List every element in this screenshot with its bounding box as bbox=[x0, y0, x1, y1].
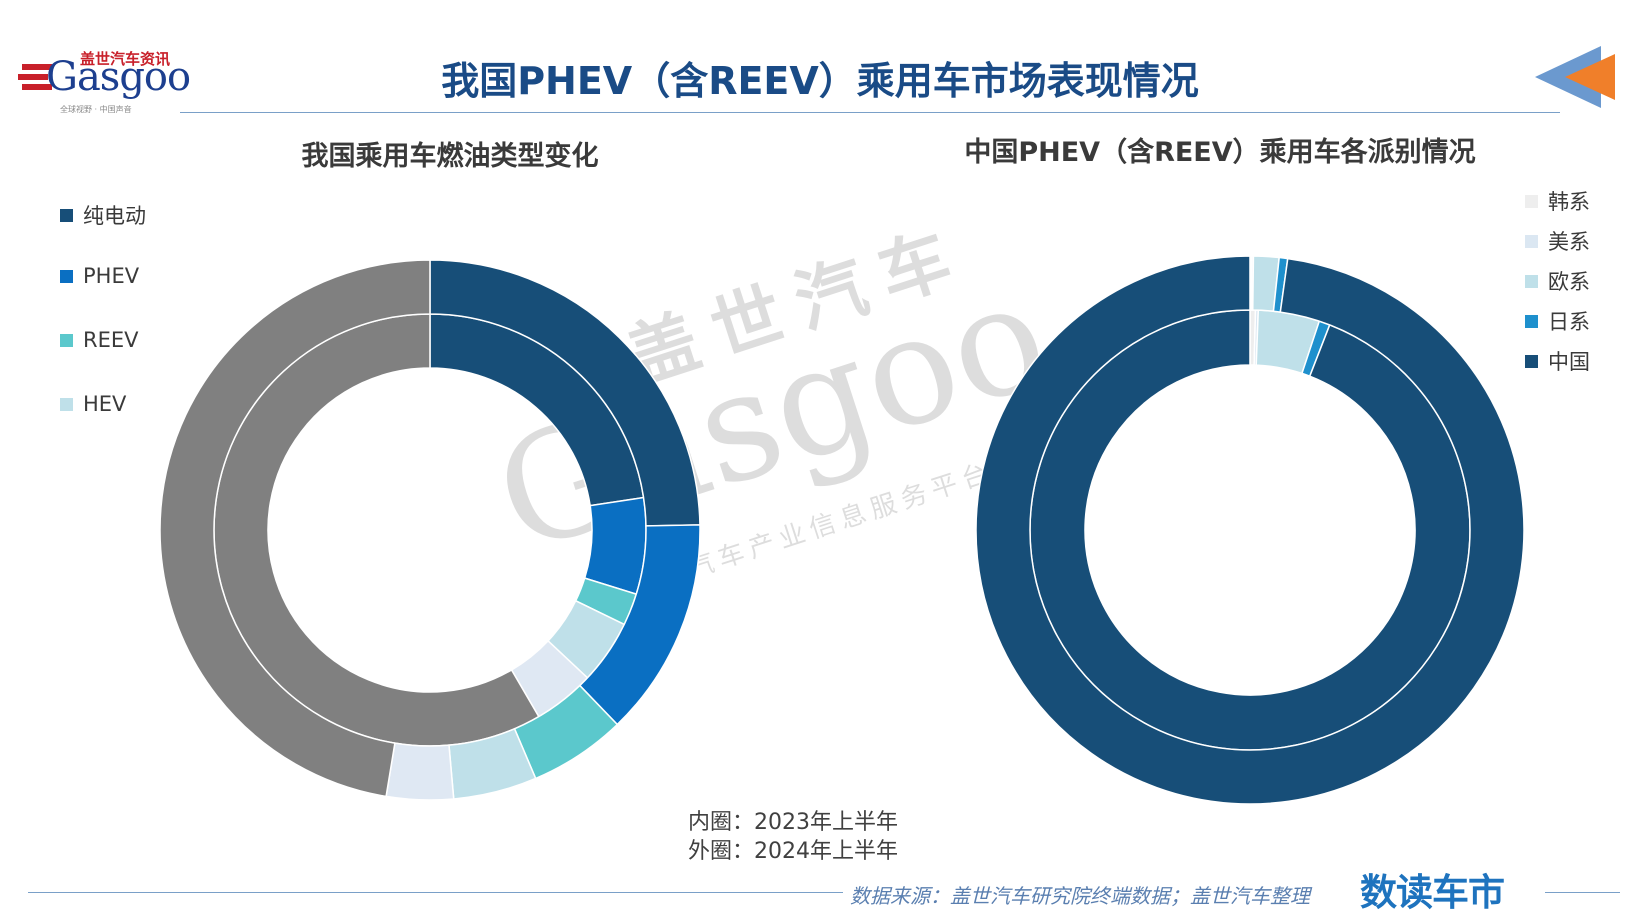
inner-ring-slice-1 bbox=[583, 496, 647, 596]
gasgoo-logo: 盖世汽车资讯 Gasgoo 全球视野 · 中国声音 bbox=[18, 48, 198, 118]
chart-left-title: 我国乘用车燃油类型变化 bbox=[301, 141, 599, 172]
legend-swatch bbox=[1525, 194, 1538, 208]
fuel-type-donut-chart bbox=[159, 259, 701, 801]
legend-item-hev: HEV bbox=[60, 392, 126, 416]
legend-swatch bbox=[1525, 274, 1538, 288]
legend-item-bev: 纯电动 bbox=[60, 200, 146, 230]
legend-label: 中国 bbox=[1548, 350, 1590, 374]
legend-swatch bbox=[1525, 234, 1538, 248]
legend-swatch bbox=[60, 208, 73, 222]
legend-label: PHEV bbox=[83, 264, 140, 288]
legend-label: 美系 bbox=[1548, 230, 1590, 254]
logo-chinese-text: 盖世汽车资讯 bbox=[80, 50, 171, 68]
brand-logo: 数读车市 bbox=[1360, 871, 1505, 914]
legend-label: HEV bbox=[83, 392, 127, 416]
legend-label: 纯电动 bbox=[83, 204, 146, 228]
arrow-decoration-icon bbox=[1535, 46, 1615, 108]
legend-item-phev: PHEV bbox=[60, 264, 139, 288]
legend-item-china: 中国 bbox=[1525, 346, 1590, 376]
phev-origin-donut-chart bbox=[975, 255, 1525, 805]
legend-item-japanese: 日系 bbox=[1525, 306, 1590, 336]
title-divider bbox=[180, 112, 1560, 113]
legend-label: 欧系 bbox=[1548, 270, 1590, 294]
data-source: 数据来源：盖世汽车研究院终端数据；盖世汽车整理 bbox=[850, 884, 1310, 908]
legend-item-korean: 韩系 bbox=[1525, 186, 1590, 216]
logo-wordmark: Gasgoo bbox=[46, 54, 191, 100]
logo-stripes-icon bbox=[18, 64, 52, 90]
inner-ring-note: 内圈：2023年上半年 bbox=[688, 810, 898, 835]
outer-ring-slice-5 bbox=[159, 259, 431, 798]
legend-item-reev: REEV bbox=[60, 328, 139, 352]
legend-label: 韩系 bbox=[1548, 190, 1590, 214]
legend-item-american: 美系 bbox=[1525, 226, 1590, 256]
footer-divider-right bbox=[1545, 892, 1620, 893]
legend-label: REEV bbox=[83, 328, 139, 352]
ring-note: 内圈：2023年上半年 外圈：2024年上半年 bbox=[688, 808, 898, 866]
legend-swatch bbox=[60, 397, 73, 411]
legend-swatch bbox=[1525, 314, 1538, 328]
inner-ring-slice-4 bbox=[1029, 309, 1471, 751]
outer-ring-note: 外圈：2024年上半年 bbox=[688, 839, 898, 864]
legend-swatch bbox=[60, 269, 73, 283]
outer-ring-slice-4 bbox=[385, 742, 455, 801]
legend-item-european: 欧系 bbox=[1525, 266, 1590, 296]
legend-swatch bbox=[1525, 354, 1538, 368]
chart-right-title: 中国PHEV（含REEV）乘用车各派别情况 bbox=[964, 137, 1476, 168]
legend-swatch bbox=[60, 333, 73, 347]
watermark-sub: 汽车产业信息服务平台 bbox=[683, 457, 998, 585]
page-title: 我国PHEV（含REEV）乘用车市场表现情况 bbox=[441, 59, 1199, 103]
logo-tagline: 全球视野 · 中国声音 bbox=[60, 105, 132, 114]
legend-label: 日系 bbox=[1548, 310, 1590, 334]
footer-divider-left bbox=[28, 892, 843, 893]
outer-ring-slice-4 bbox=[975, 255, 1525, 805]
